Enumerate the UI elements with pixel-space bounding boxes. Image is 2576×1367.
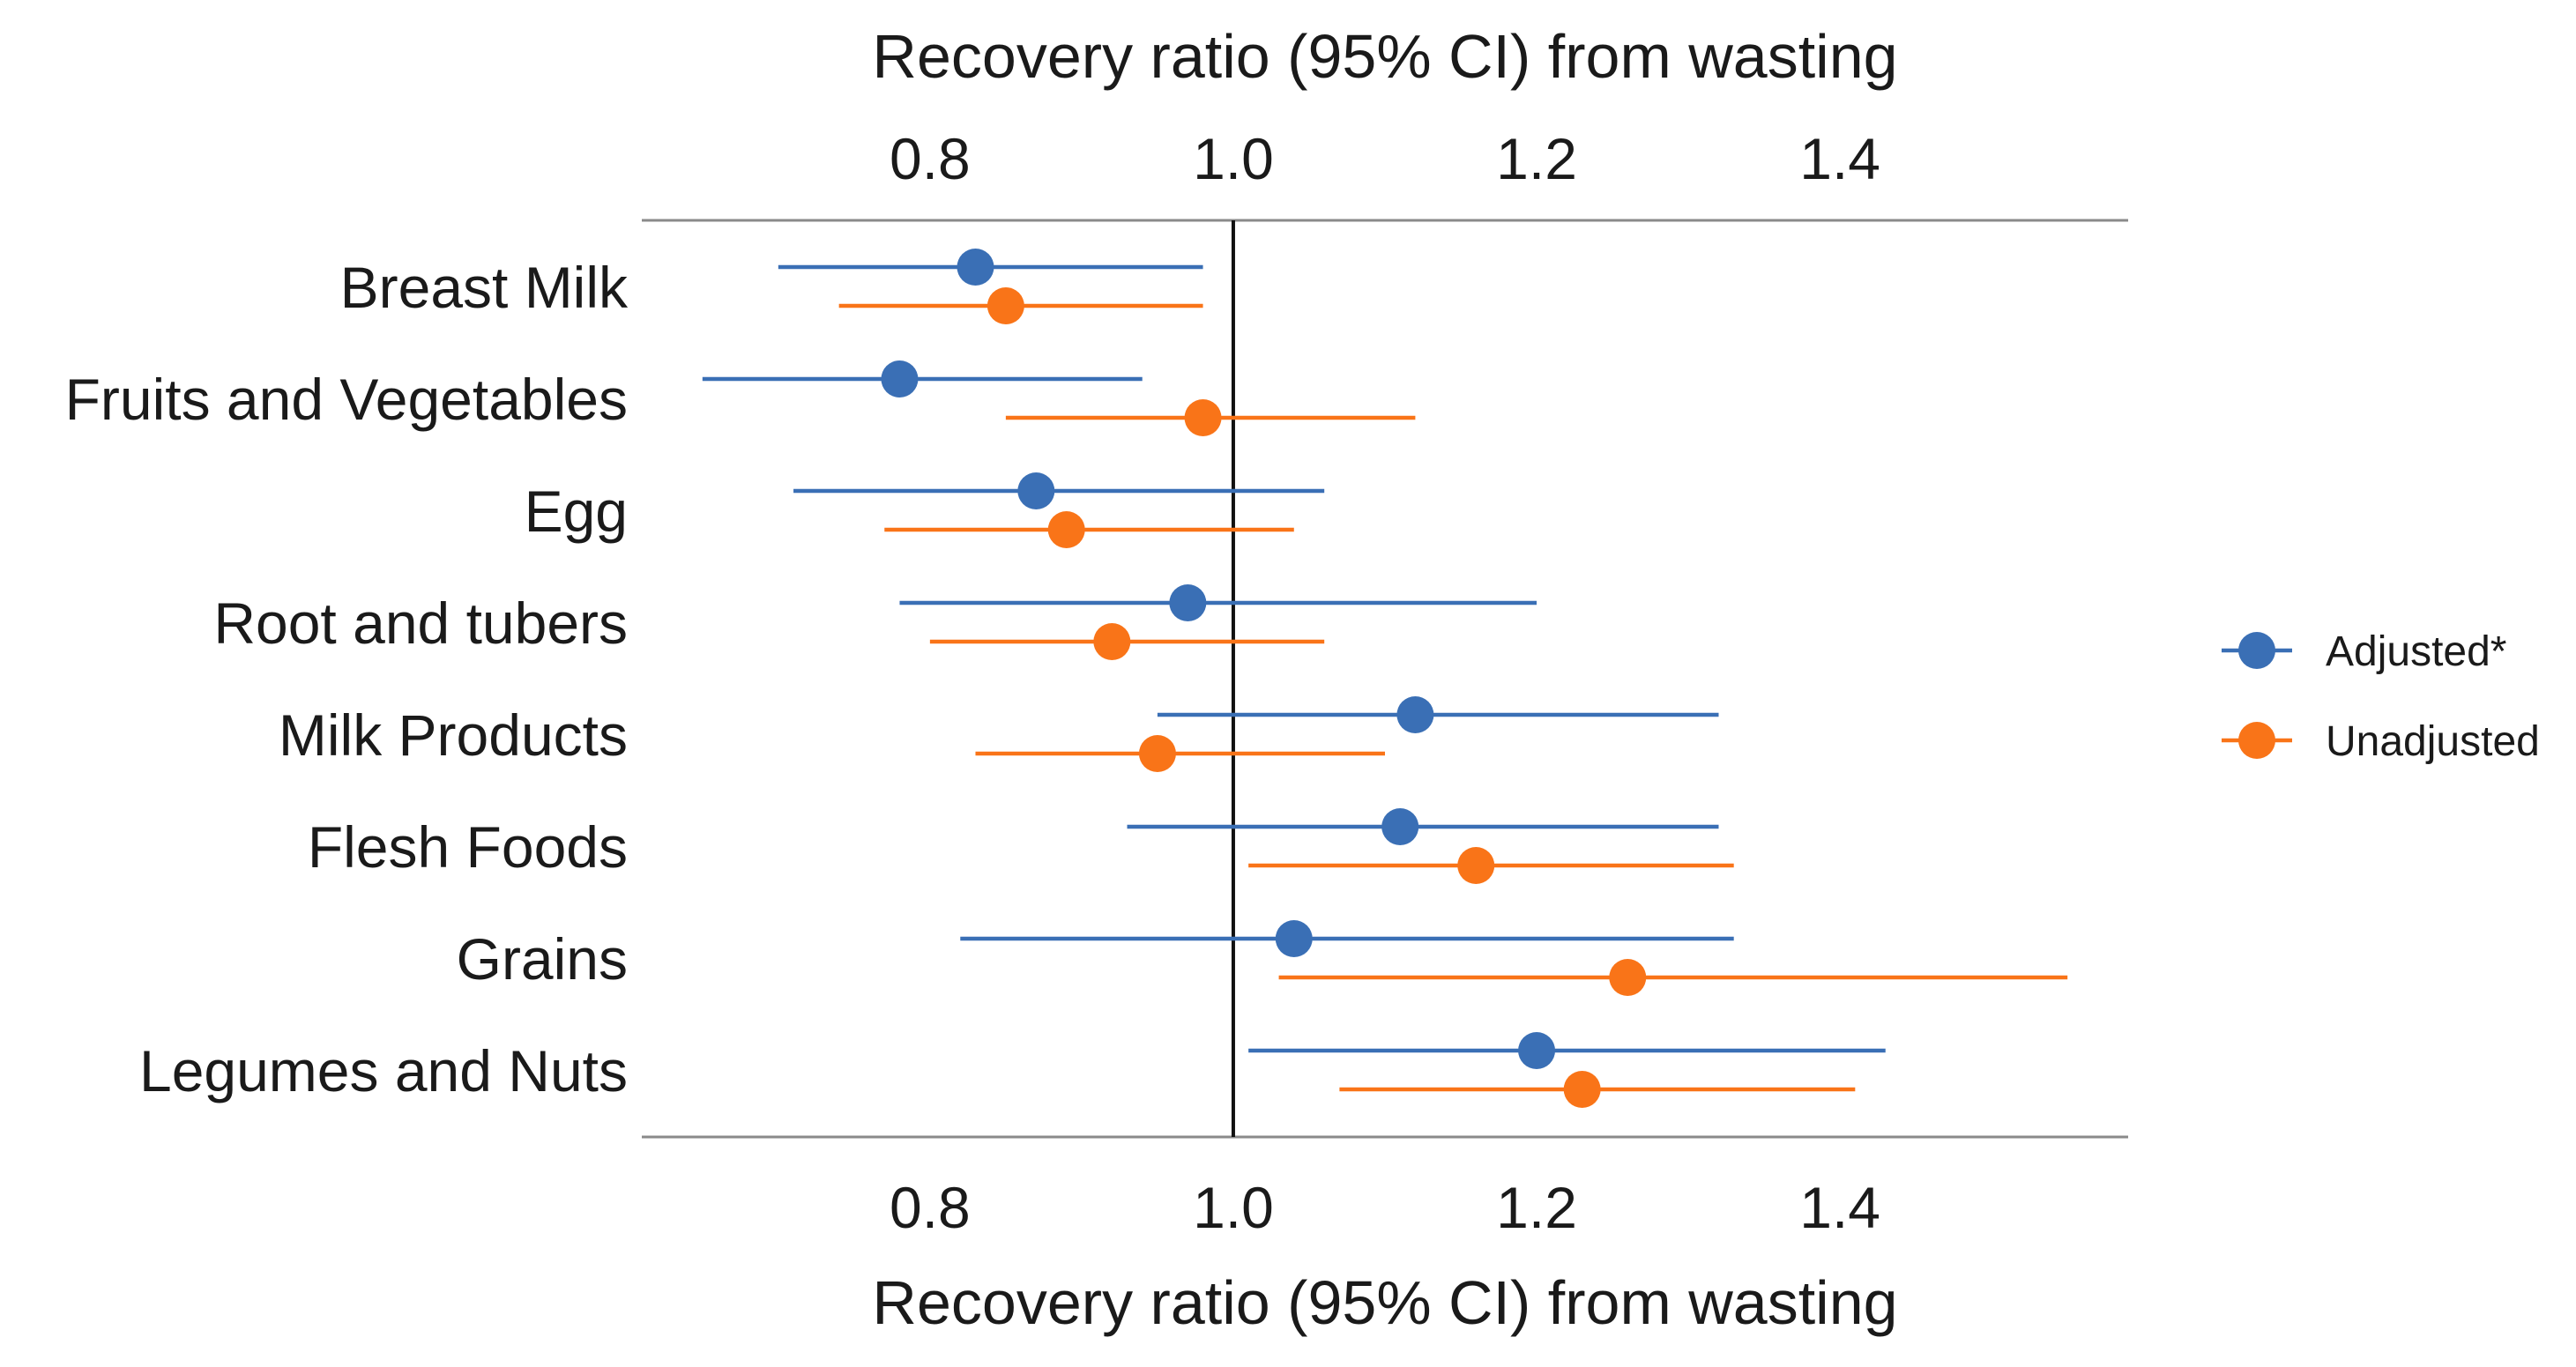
point-adjusted <box>1381 808 1419 845</box>
x-axis-label-top: Recovery ratio (95% CI) from wasting <box>872 22 1897 91</box>
legend-marker-unadjusted <box>2238 722 2275 759</box>
x-axis-label-bottom: Recovery ratio (95% CI) from wasting <box>872 1268 1897 1337</box>
x-tick-label-bottom: 1.2 <box>1496 1175 1577 1240</box>
point-unadjusted <box>1457 847 1495 884</box>
x-tick-label-top: 1.2 <box>1496 126 1577 191</box>
point-adjusted <box>1169 584 1207 621</box>
x-tick-label-top: 1.0 <box>1193 126 1274 191</box>
category-label: Grains <box>457 926 628 992</box>
point-unadjusted <box>986 287 1024 324</box>
category-label: Milk Products <box>279 702 628 768</box>
legend-marker-adjusted <box>2238 632 2275 669</box>
x-tick-label-bottom: 1.4 <box>1799 1175 1880 1240</box>
legend-label-adjusted: Adjusted* <box>2326 628 2506 675</box>
point-unadjusted <box>1184 399 1222 436</box>
point-unadjusted <box>1609 959 1647 996</box>
category-label: Breast Milk <box>340 255 629 320</box>
x-tick-label-bottom: 1.0 <box>1193 1175 1274 1240</box>
category-label: Legumes and Nuts <box>139 1038 628 1103</box>
category-label: Fruits and Vegetables <box>65 367 628 432</box>
legend: Adjusted* Unadjusted <box>2222 628 2540 765</box>
point-adjusted <box>957 249 994 286</box>
point-adjusted <box>1017 472 1055 509</box>
point-unadjusted <box>1047 511 1085 548</box>
point-adjusted <box>1396 696 1434 733</box>
category-label: Root and tubers <box>213 591 628 656</box>
category-label: Egg <box>525 479 628 544</box>
x-tick-label-top: 1.4 <box>1799 126 1880 191</box>
point-adjusted <box>1275 920 1313 957</box>
point-adjusted <box>881 360 919 397</box>
legend-label-unadjusted: Unadjusted <box>2326 718 2540 765</box>
x-tick-label-top: 0.8 <box>890 126 971 191</box>
x-tick-label-bottom: 0.8 <box>890 1175 971 1240</box>
point-unadjusted <box>1563 1071 1601 1108</box>
point-unadjusted <box>1093 623 1131 660</box>
category-label: Flesh Foods <box>308 814 628 880</box>
point-adjusted <box>1518 1032 1556 1069</box>
point-unadjusted <box>1138 735 1176 772</box>
